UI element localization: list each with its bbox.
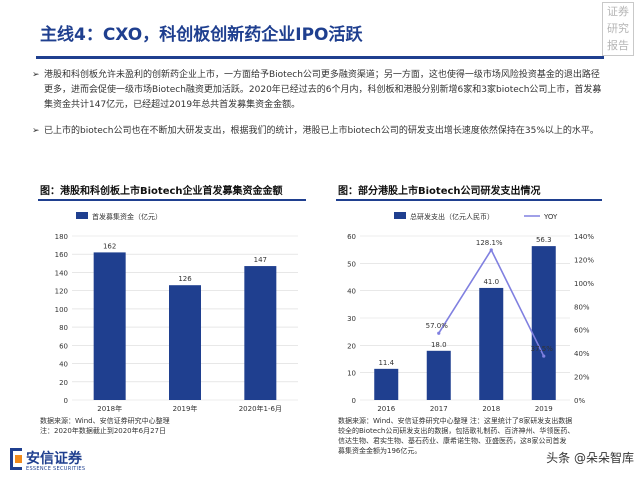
data-label: 147 [254, 256, 267, 264]
y-tick-label: 160 [55, 251, 68, 259]
data-label: 162 [103, 242, 116, 250]
y-tick-label: 20 [347, 342, 356, 350]
bar [93, 252, 126, 400]
y2-tick-label: 60% [574, 327, 590, 335]
y-tick-label: 80 [59, 324, 68, 332]
y-tick-label: 20 [59, 379, 68, 387]
x-tick-label: 2019年 [173, 404, 198, 413]
bullet-arrow-icon: ➢ [32, 70, 40, 80]
y-tick-label: 30 [347, 315, 356, 323]
source-line: 注：2020年数据截止到2020年6月27日 [40, 427, 166, 435]
stamp-line: 证券 [607, 5, 629, 18]
x-tick-label: 2018年 [97, 404, 122, 413]
source-line: 信达生物、君实生物、基石药业、康希诺生物、亚盛医药，这8家公司首发 [338, 437, 567, 445]
yoy-label: 128.1% [476, 239, 503, 247]
bar [531, 246, 556, 400]
bar [169, 285, 201, 400]
y2-tick-label: 140% [574, 233, 594, 241]
y-tick-label: 0 [64, 397, 68, 405]
source-line: 数据来源：Wind、安信证券研究中心整理 [40, 417, 170, 425]
bar [374, 368, 399, 400]
bullet-paragraph-1: ➢ 港股和科创板允许未盈利的创新药企业上市，一方面给予Biotech公司更多融资… [32, 68, 604, 113]
y-tick-label: 120 [55, 288, 68, 296]
data-label: 18.0 [431, 341, 447, 349]
bullet-paragraph-2: ➢ 已上市的biotech公司也在不断加大研发支出，根据我们的统计，港股已上市b… [32, 124, 604, 139]
data-label: 126 [178, 275, 192, 283]
data-label: 56.3 [536, 236, 552, 244]
y-tick-label: 140 [55, 269, 68, 277]
y-tick-label: 40 [347, 288, 356, 296]
bullet-text: 已上市的biotech公司也在不断加大研发支出，根据我们的统计，港股已上市bio… [44, 126, 599, 136]
source-line: 数据来源：Wind、安信证券研究中心整理 注：这里统计了8家研发支出数据 [338, 417, 573, 425]
yoy-point [489, 248, 493, 252]
bar [426, 350, 451, 400]
y-tick-label: 10 [347, 370, 356, 378]
y-tick-label: 60 [59, 342, 68, 350]
company-logo-icon [10, 448, 22, 470]
company-logo-text: 安信证券 [26, 451, 82, 467]
figure-right-rule [336, 199, 602, 201]
source-line: 较全的Biotech公司研发支出的数据，包括歌礼制药、百济神州、华领医药、 [338, 427, 575, 435]
chart-right: 总研发支出（亿元人民币） YOY 0 10 20 30 40 50 60 0% 20% 40% 60% 8… [347, 212, 594, 413]
legend-label: 首发募集资金（亿元） [92, 212, 162, 221]
y-tick-label: 180 [55, 233, 68, 241]
y2-tick-label: 80% [574, 303, 590, 311]
y-tick-label: 50 [347, 260, 356, 268]
watermark: 头条 @朵朵智库 [546, 451, 634, 465]
stamp-line: 报告 [607, 39, 629, 52]
yoy-label: 37.5% [531, 345, 554, 353]
bullet-arrow-icon: ➢ [32, 126, 40, 136]
bullet-text: 港股和科创板允许未盈利的创新药企业上市，一方面给予Biotech公司更多融资渠道… [44, 70, 602, 110]
y-tick-label: 100 [55, 306, 68, 314]
yoy-point [542, 354, 546, 358]
legend-label: YOY [543, 213, 558, 221]
figure-left-rule [38, 199, 306, 201]
company-logo-subtext: ESSENCE SECURITIES [26, 466, 86, 472]
y2-tick-label: 40% [574, 350, 590, 358]
x-tick-label: 2020年1-6月 [239, 404, 282, 413]
x-tick-label: 2017 [430, 405, 448, 413]
bar [244, 266, 277, 400]
figure-right-title: 图：部分港股上市Biotech公司研发支出情况 [338, 186, 541, 197]
legend-label: 总研发支出（亿元人民币） [410, 212, 494, 221]
yoy-point [437, 331, 441, 335]
y-tick-label: 0 [352, 397, 356, 405]
y2-tick-label: 120% [574, 256, 594, 264]
y2-tick-label: 100% [574, 280, 594, 288]
legend-swatch [76, 212, 88, 219]
stamp-line: 研究 [607, 22, 629, 35]
figure-left-title: 图：港股和科创板上市Biotech企业首发募集资金金额 [40, 186, 283, 197]
figure-right-source: 数据来源：Wind、安信证券研究中心整理 注：这里统计了8家研发支出数据 较全的… [338, 416, 574, 456]
yoy-label: 57.0% [426, 322, 449, 330]
data-label: 41.0 [483, 278, 499, 286]
x-tick-label: 2016 [377, 405, 395, 413]
x-tick-label: 2019 [535, 405, 553, 413]
bar [479, 287, 504, 400]
y-tick-label: 40 [59, 361, 68, 369]
chart-left: 首发募集资金（亿元） 0 20 40 60 80 100 120 140 160 180 162 201… [55, 212, 298, 413]
legend-swatch [394, 212, 406, 219]
title-divider [36, 56, 604, 59]
page-title: 主线4：CXO，科创板创新药企业IPO活跃 [40, 25, 363, 45]
source-line: 募集资金金额为196亿元。 [338, 447, 422, 455]
research-report-stamp: 证券 研究 报告 [602, 2, 634, 56]
y-tick-label: 60 [347, 233, 356, 241]
x-tick-label: 2018 [482, 405, 500, 413]
y2-tick-label: 20% [574, 374, 590, 382]
data-label: 11.4 [378, 359, 394, 367]
figure-left-source: 数据来源：Wind、安信证券研究中心整理 注：2020年数据截止到2020年6月… [40, 416, 170, 436]
y2-tick-label: 0% [574, 397, 585, 405]
